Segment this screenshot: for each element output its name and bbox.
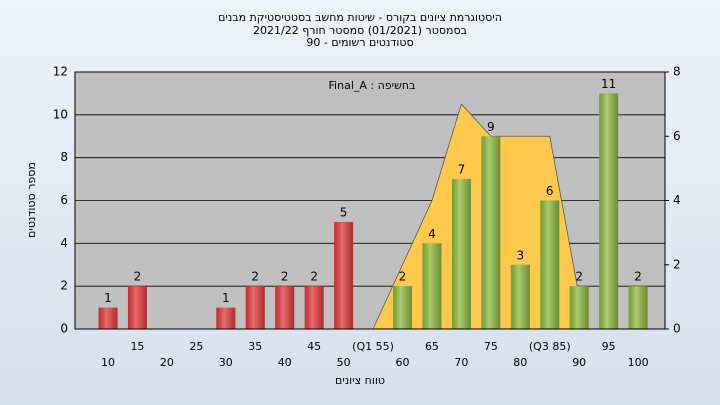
value-label: 1 [104, 291, 112, 305]
chart-subtitle: בסמסטר (01/2021) סמסטר חורף 2021/22 [253, 24, 467, 37]
y-tick-label: 8 [60, 150, 68, 164]
x-tick-label: 50 [337, 356, 351, 369]
value-label: 2 [281, 270, 289, 284]
value-label: 2 [251, 270, 259, 284]
x-tick-label: 70 [454, 356, 468, 369]
value-label: 2 [634, 270, 642, 284]
x-tick-label: 25 [189, 340, 203, 353]
bar-shade [569, 286, 589, 329]
value-label: 7 [458, 163, 466, 177]
y2-tick-label: 8 [673, 65, 681, 79]
value-label: 5 [340, 205, 348, 219]
value-label: 1 [222, 291, 230, 305]
y-axis-label: מספר סטודנטים [25, 162, 38, 238]
y-tick-label: 0 [60, 322, 68, 336]
bar-shade [304, 286, 324, 329]
bar-shade [334, 221, 354, 329]
bar-shade [628, 286, 648, 329]
x-tick-label: 80 [513, 356, 527, 369]
x-tick-label: 15 [130, 340, 144, 353]
bar-shade [540, 200, 560, 329]
bar-shade [510, 264, 530, 329]
x-tick-label: 45 [307, 340, 321, 353]
x-tick-label: 90 [572, 356, 586, 369]
value-label: 2 [134, 270, 142, 284]
x-axis-label: טווח ציונים [335, 374, 385, 387]
plot-border [74, 71, 666, 330]
x-tick-label: 65 [425, 340, 439, 353]
y-tick-label: 2 [60, 279, 68, 293]
value-label: 2 [399, 270, 407, 284]
bar-shade [98, 307, 118, 329]
bar-shade [599, 93, 619, 330]
value-label: 2 [310, 270, 318, 284]
value-label: 4 [428, 227, 436, 241]
annotation: Final_A : בחשיפה [329, 79, 416, 92]
x-tick-label: (Q1 55) [352, 340, 394, 353]
value-label: 3 [516, 248, 524, 262]
bar-shade [275, 286, 295, 329]
x-tick-label: 35 [248, 340, 262, 353]
x-tick-label: 75 [484, 340, 498, 353]
chart-subtitle: סטודנטים רשומים - 90 [306, 36, 413, 49]
x-tick-label: 10 [101, 356, 115, 369]
y2-tick-label: 6 [673, 129, 681, 143]
x-tick-label: 30 [219, 356, 233, 369]
y2-tick-label: 2 [673, 257, 681, 271]
y2-tick-label: 0 [673, 322, 681, 336]
bar-shade [393, 286, 412, 329]
x-tick-label: 95 [602, 340, 616, 353]
bar-shade [451, 179, 471, 329]
value-label: 6 [546, 184, 554, 198]
value-label: 9 [487, 120, 495, 134]
x-tick-label: 40 [278, 356, 292, 369]
bar-shade [216, 307, 236, 329]
bar-shade [481, 136, 501, 329]
x-tick-label: (Q3 85) [529, 340, 571, 353]
y-tick-label: 4 [60, 236, 68, 250]
x-tick-label: 20 [160, 356, 174, 369]
bar-shade [127, 286, 147, 329]
y-tick-label: 6 [60, 193, 68, 207]
x-tick-label: 100 [628, 356, 649, 369]
y-tick-label: 12 [53, 65, 68, 79]
value-label: 11 [601, 77, 616, 91]
bar-shade [422, 243, 442, 329]
y-tick-label: 10 [53, 107, 68, 121]
chart-title: היסטוגרמת ציונים בקורס - שיטות מחשב בסטט… [218, 11, 502, 24]
bar-shade [245, 286, 265, 329]
value-label: 2 [575, 270, 583, 284]
y2-tick-label: 4 [673, 193, 681, 207]
x-tick-label: 60 [396, 356, 410, 369]
